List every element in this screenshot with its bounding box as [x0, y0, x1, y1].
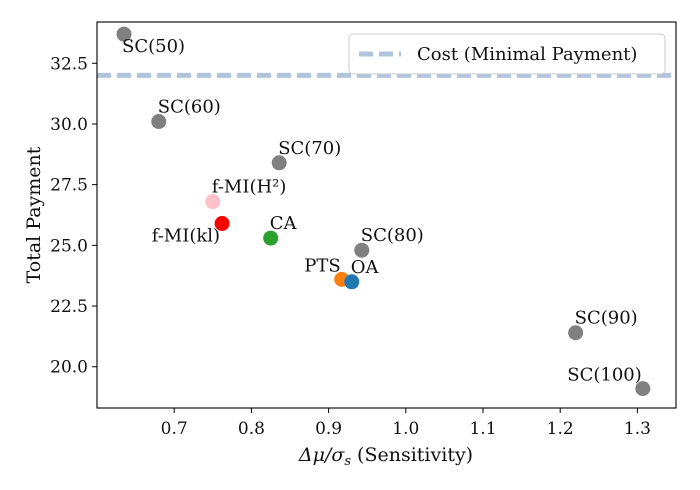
point-sc-50: [116, 26, 132, 42]
x-tick-label: 0.9: [315, 419, 342, 439]
y-tick-label: 22.5: [50, 297, 88, 317]
y-tick-label: 27.5: [50, 176, 88, 196]
legend-box: [348, 33, 666, 75]
point-label-f-mi-kl: f-MI(kl): [152, 225, 220, 246]
point-sc-70: [271, 155, 287, 171]
x-tick-label: 1.1: [469, 419, 496, 439]
x-axis-title-main: Δμ/σ: [298, 444, 345, 466]
plot-frame: [96, 21, 677, 409]
legend: Cost (Minimal Payment): [348, 33, 666, 75]
point-label-oa: OA: [351, 257, 380, 278]
point-label-sc-100: SC(100): [567, 365, 642, 386]
point-label-pts: PTS: [304, 255, 340, 276]
points-layer: [116, 26, 651, 397]
y-axis-title: Total Payment: [23, 146, 45, 283]
point-label-sc-90: SC(90): [575, 308, 638, 329]
x-axis-title-sub: s: [344, 454, 351, 469]
y-tick-label: 25.0: [50, 236, 88, 256]
x-tick-label: 1.3: [624, 419, 651, 439]
point-label-sc-60: SC(60): [158, 97, 221, 118]
point-sc-60: [151, 114, 167, 130]
point-label-sc-50: SC(50): [122, 36, 185, 57]
y-tick-label: 20.0: [50, 358, 88, 378]
x-axis-title-rest: (Sensitivity): [351, 444, 473, 466]
x-tick-label: 1.0: [392, 419, 419, 439]
x-tick-label: 0.8: [238, 419, 265, 439]
point-sc-80: [354, 242, 370, 258]
y-tick-label: 32.5: [50, 54, 88, 74]
y-axis-ticks: 20.0 22.5 25.0 27.5 30.0 32.5: [50, 54, 97, 378]
point-sc-100: [635, 381, 651, 397]
point-ca: [263, 230, 279, 246]
x-axis-ticks: 0.7 0.8 0.9 1.0 1.1 1.2 1.3: [161, 408, 651, 439]
y-tick-label: 30.0: [50, 115, 88, 135]
point-oa: [344, 274, 360, 290]
x-tick-label: 1.2: [547, 419, 574, 439]
point-label-ca: CA: [270, 213, 298, 234]
legend-label: Cost (Minimal Payment): [417, 44, 637, 65]
point-label-f-mi-h: f-MI(H²): [212, 177, 287, 198]
point-sc-90: [568, 325, 584, 341]
point-f-mi-kl: [214, 215, 230, 231]
point-labels-layer: SC(50) SC(60) SC(70) f-MI(H²) f-MI(kl) CA SC(8…: [122, 36, 642, 385]
x-axis-title: Δμ/σs (Sensitivity): [298, 444, 473, 469]
x-tick-label: 0.7: [161, 419, 188, 439]
point-label-sc-70: SC(70): [278, 138, 341, 159]
point-f-mi-h: [205, 194, 221, 210]
point-label-sc-80: SC(80): [361, 225, 424, 246]
